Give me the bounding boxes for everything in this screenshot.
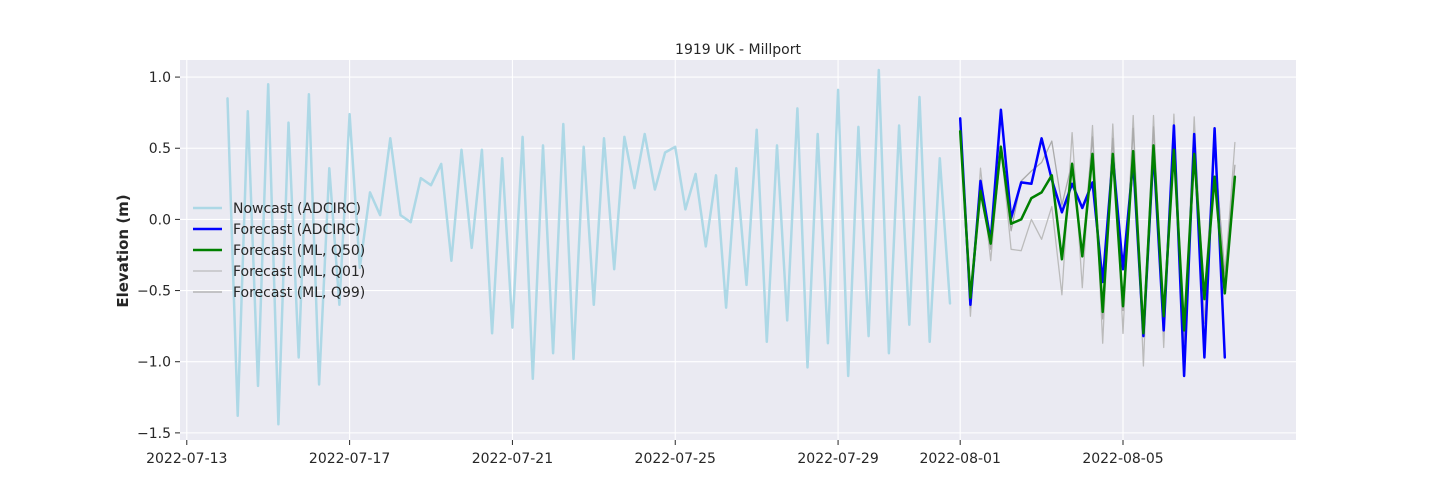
x-tick-label: 2022-08-05 [1082,451,1163,467]
y-tick-label: 0.5 [149,141,171,157]
series-line-1 [958,108,1227,378]
series-line-2 [958,129,1237,335]
y-tick-label: −0.5 [137,284,171,300]
y-axis-label: Elevation (m) [114,194,132,307]
legend: Nowcast (ADCIRC) Forecast (ADCIRC) Forecas… [193,201,365,301]
legend-label: Forecast (ML, Q99) [233,285,365,301]
y-tick-label: −1.5 [137,426,171,442]
x-tick-label: 2022-07-21 [472,451,553,467]
legend-label: Nowcast (ADCIRC) [233,201,361,217]
series-layer [226,68,1237,426]
y-tick-label: 1.0 [149,70,171,86]
x-tick-label: 2022-08-01 [919,451,1000,467]
y-tick-label: −1.0 [137,355,171,371]
y-tick-label: 0.0 [149,212,171,228]
chart-title: 1919 UK - Millport [675,42,801,58]
grid [180,60,1296,440]
x-tick-label: 2022-07-25 [635,451,716,467]
legend-label: Forecast (ML, Q50) [233,243,365,259]
legend-label: Forecast (ML, Q01) [233,264,365,280]
legend-label: Forecast (ADCIRC) [233,222,361,238]
x-tick-label: 2022-07-13 [146,451,227,467]
series-line-0 [226,68,952,426]
plot-area [180,60,1296,440]
axes: 2022-07-13 2022-07-17 2022-07-21 2022-07-25… [137,70,1164,467]
x-tick-label: 2022-07-29 [797,451,878,467]
x-tick-label: 2022-07-17 [309,451,390,467]
